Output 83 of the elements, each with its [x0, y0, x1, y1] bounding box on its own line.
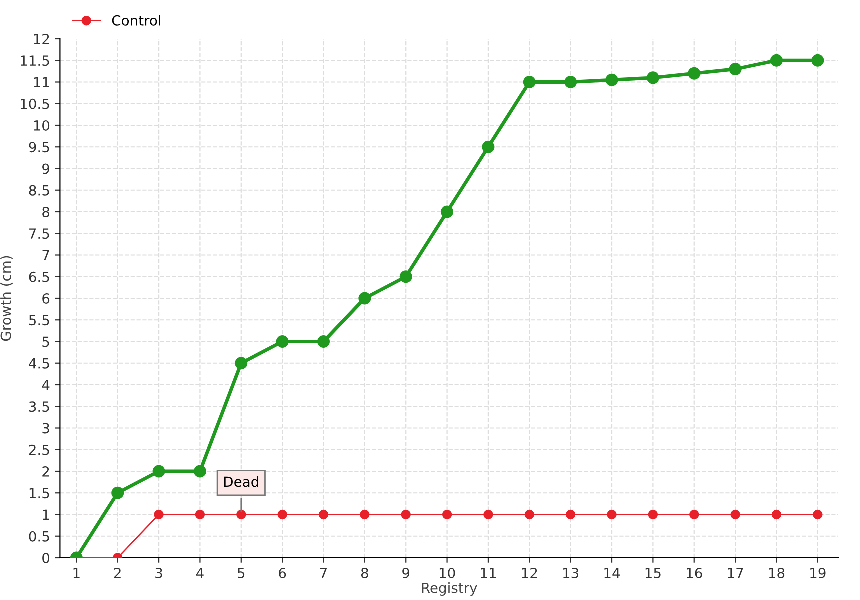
y-tick-label: 9	[42, 164, 50, 174]
point	[730, 510, 740, 520]
point	[729, 63, 742, 76]
x-tick-label: 10	[440, 568, 456, 578]
x-tick-label: 8	[361, 568, 368, 578]
y-tick-label: 7.5	[30, 228, 50, 240]
x-tick-label: 12	[522, 568, 538, 578]
y-tick-label: 0	[42, 552, 50, 564]
y-tick-label: 7	[42, 250, 50, 261]
point	[195, 510, 206, 520]
annotation: Dead	[224, 476, 258, 488]
point	[524, 510, 535, 520]
y-tick-label: 1	[43, 510, 50, 520]
point	[401, 510, 411, 520]
point	[318, 510, 329, 520]
y-tick-label: 12	[34, 34, 50, 44]
x-axis-title: Registry	[422, 582, 478, 596]
point	[235, 357, 248, 370]
point	[607, 510, 617, 520]
x-tick-label: 15	[646, 568, 661, 578]
y-tick-label: 5	[42, 336, 50, 348]
x-tick-label: 5	[238, 568, 245, 578]
x-tick-label: 19	[810, 568, 826, 578]
point	[564, 76, 578, 88]
x-tick-label: 16	[687, 568, 702, 578]
point	[606, 74, 618, 86]
point	[358, 292, 372, 305]
x-tick-label: 13	[564, 568, 579, 578]
y-tick-label: 6.5	[29, 272, 50, 282]
point	[276, 336, 289, 348]
y-tick-label: 8	[42, 206, 50, 218]
point	[772, 510, 782, 520]
y-tick-label: 2	[42, 466, 50, 477]
x-tick-label: 1	[74, 568, 80, 578]
x-tick-label: 7	[320, 568, 327, 578]
point	[688, 67, 701, 80]
x-tick-label: 2	[114, 568, 121, 578]
point	[441, 206, 454, 218]
y-tick-label: 4.5	[29, 358, 50, 369]
y-axis-title: Growth (cm)	[0, 256, 13, 342]
y-tick-label: 6	[42, 293, 50, 304]
y-tick-label: 11	[34, 77, 50, 88]
x-tick-label: 3	[156, 568, 162, 578]
y-tick-label: 8.5	[29, 185, 50, 196]
point	[646, 72, 660, 84]
y-tick-label: 4	[42, 380, 50, 390]
point	[112, 486, 124, 500]
point	[152, 465, 166, 478]
point	[690, 510, 700, 520]
legend-label: Control	[112, 15, 160, 26]
point	[566, 510, 576, 520]
point	[484, 510, 494, 520]
y-tick-label: 10.5	[21, 98, 50, 110]
point	[812, 54, 824, 67]
point	[770, 54, 783, 67]
y-tick-label: 5.5	[29, 315, 50, 326]
y-tick-label: 2.5	[29, 444, 50, 456]
point	[154, 510, 164, 520]
x-tick-label: 14	[604, 568, 620, 578]
point	[360, 510, 370, 520]
x-tick-label: 4	[196, 568, 204, 578]
point	[236, 510, 246, 520]
x-tick-label: 6	[279, 568, 286, 578]
point	[648, 510, 658, 520]
point	[318, 336, 330, 348]
x-tick-label: 17	[728, 568, 744, 578]
point	[400, 270, 412, 284]
x-tick-label: 9	[402, 568, 410, 578]
point	[194, 465, 206, 478]
point	[278, 510, 288, 520]
point	[523, 76, 536, 88]
y-tick-label: 3	[42, 423, 50, 434]
point	[482, 140, 495, 154]
y-tick-label: 3.5	[29, 402, 50, 412]
x-tick-label: 18	[769, 568, 785, 578]
point	[813, 510, 823, 520]
y-tick-label: 9.5	[29, 142, 50, 153]
y-tick-label: 10	[34, 120, 50, 131]
x-tick-label: 11	[481, 568, 496, 578]
y-tick-label: 0.5	[29, 531, 50, 542]
point	[442, 510, 452, 520]
y-tick-label: 11.5	[21, 56, 50, 66]
y-tick-label: 1.5	[30, 488, 50, 499]
